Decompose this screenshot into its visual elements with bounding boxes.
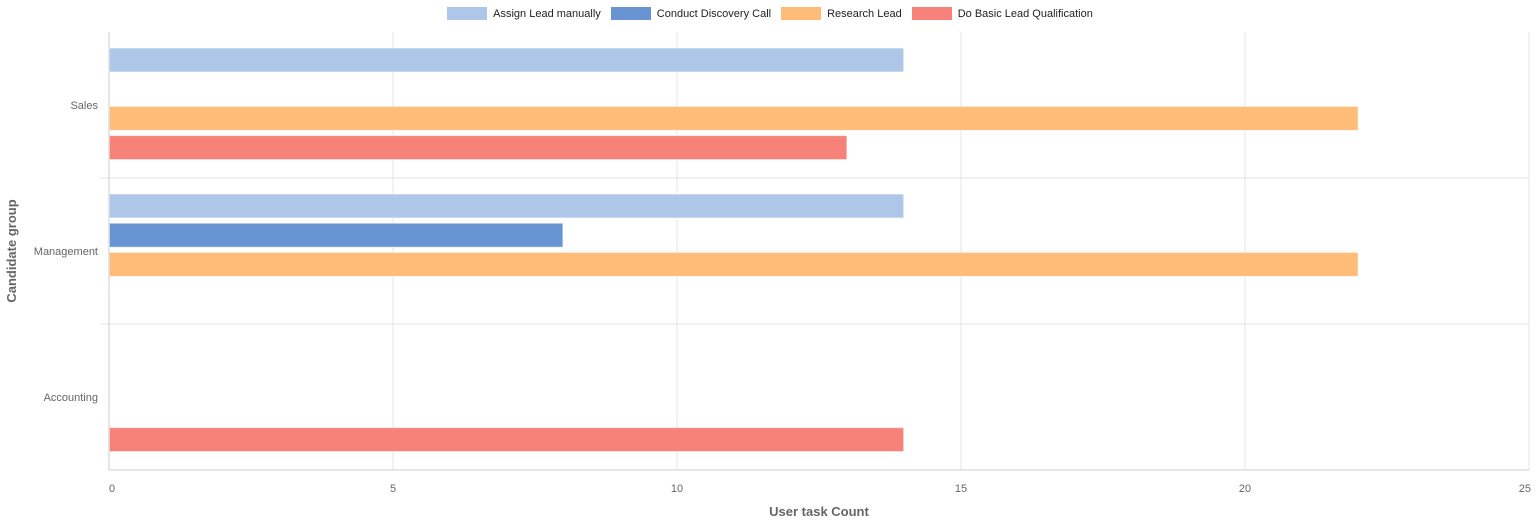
x-tick-label: 10 bbox=[671, 483, 683, 495]
legend-label: Research Lead bbox=[827, 7, 902, 20]
legend-item[interactable]: Assign Lead manually bbox=[447, 7, 601, 20]
legend-swatch bbox=[610, 7, 651, 20]
grid-lines bbox=[100, 32, 1530, 470]
bar[interactable] bbox=[109, 427, 905, 453]
legend-swatch bbox=[447, 7, 488, 20]
bars bbox=[109, 47, 1359, 453]
bar[interactable] bbox=[109, 105, 1359, 131]
legend-label: Do Basic Lead Qualification bbox=[957, 7, 1093, 20]
bar[interactable] bbox=[109, 251, 1359, 277]
x-tick-label: 0 bbox=[109, 483, 115, 495]
legend-label: Assign Lead manually bbox=[493, 7, 601, 20]
y-tick-label: Management bbox=[34, 246, 98, 258]
legend-swatch bbox=[781, 7, 822, 20]
axes: 0 5 10 15 20 25 Sales Management Accounting bbox=[34, 32, 1531, 495]
legend-item[interactable]: Conduct Discovery Call bbox=[610, 7, 772, 20]
chart-legend: Assign Lead manually Conduct Discovery Ca… bbox=[0, 7, 1540, 20]
bar[interactable] bbox=[109, 193, 905, 219]
legend-swatch bbox=[911, 7, 952, 20]
x-tick-label: 25 bbox=[1519, 483, 1531, 495]
legend-item[interactable]: Research Lead bbox=[781, 7, 902, 20]
y-tick-label: Accounting bbox=[44, 392, 98, 404]
legend-item[interactable]: Do Basic Lead Qualification bbox=[911, 7, 1093, 20]
x-axis-title: User task Count bbox=[769, 504, 869, 519]
bar[interactable] bbox=[109, 222, 564, 248]
legend-label: Conduct Discovery Call bbox=[656, 7, 772, 20]
x-tick-label: 20 bbox=[1239, 483, 1251, 495]
y-tick-label: Sales bbox=[70, 100, 98, 112]
bar[interactable] bbox=[109, 47, 905, 73]
y-axis-title: Candidate group bbox=[4, 199, 19, 302]
x-tick-label: 5 bbox=[390, 483, 396, 495]
bar[interactable] bbox=[109, 135, 848, 161]
x-tick-label: 15 bbox=[955, 483, 967, 495]
